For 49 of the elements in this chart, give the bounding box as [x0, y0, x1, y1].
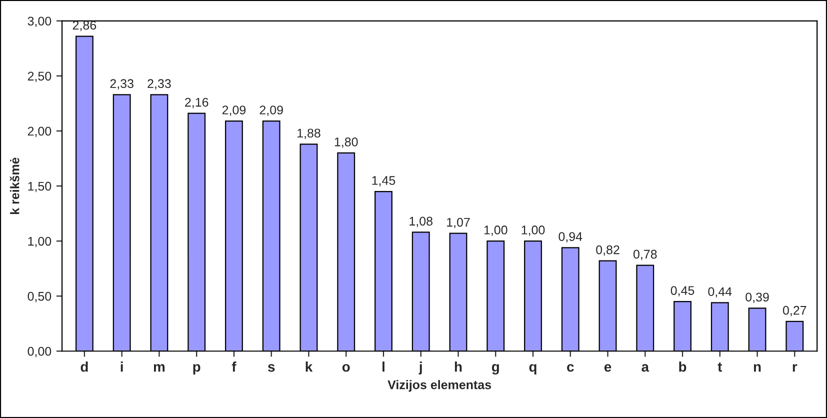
- data-label: 2,86: [72, 20, 96, 32]
- data-label: 1,00: [484, 226, 508, 236]
- x-tick-label: e: [604, 364, 612, 372]
- y-tick-label: 0,00: [28, 346, 52, 358]
- data-label: 2,09: [260, 106, 283, 116]
- y-tick-label: 1,50: [28, 182, 52, 192]
- data-label: 0,78: [633, 250, 657, 260]
- data-label: 0,44: [708, 287, 732, 298]
- data-label: 0,39: [746, 292, 769, 304]
- x-tick-label: d: [80, 362, 88, 372]
- y-tick-label: 3,00: [28, 16, 52, 28]
- data-label: 0,82: [596, 245, 620, 256]
- x-tick-label: c: [567, 364, 574, 372]
- x-tick-label: t: [718, 362, 722, 372]
- x-tick-label: p: [193, 364, 200, 374]
- data-label: 1,07: [447, 218, 470, 228]
- data-label: 1,88: [298, 128, 320, 140]
- x-tick-label: s: [268, 364, 275, 372]
- data-label: 0,45: [670, 286, 694, 296]
- x-tick-label: a: [642, 364, 650, 372]
- x-tick-label: r: [792, 364, 798, 372]
- x-tick-label: h: [454, 362, 462, 372]
- x-tick-label: q: [529, 364, 536, 374]
- x-tick-label: o: [342, 364, 350, 372]
- y-tick-label: 2,50: [28, 72, 52, 82]
- data-label: 0,27: [782, 306, 806, 316]
- data-label: 2,09: [222, 106, 246, 116]
- x-tick-label: j: [418, 362, 422, 374]
- x-axis-title: Vizijos elementas: [388, 380, 492, 392]
- data-label: 1,80: [334, 138, 358, 148]
- x-tick-label: m: [154, 364, 165, 372]
- data-label: 1,08: [410, 216, 432, 228]
- x-tick-label: k: [306, 362, 313, 372]
- x-tick-label: g: [492, 364, 499, 374]
- data-label: 1,00: [522, 226, 545, 236]
- y-tick-label: 1,00: [28, 236, 52, 248]
- x-tick-label: f: [232, 362, 236, 372]
- data-label: 1,45: [372, 176, 396, 186]
- y-axis-title: k reikšmė: [10, 158, 20, 214]
- data-label: 2,33: [110, 79, 134, 90]
- data-label: 2,33: [148, 79, 171, 90]
- x-tick-label: i: [120, 362, 123, 372]
- data-label: 2,16: [185, 98, 208, 108]
- data-label: 0,94: [558, 232, 582, 242]
- x-tick-label: l: [382, 362, 384, 372]
- y-tick-label: 0,50: [28, 292, 52, 302]
- x-tick-label: b: [679, 362, 686, 372]
- x-tick-label: n: [754, 364, 761, 372]
- y-tick-label: 2,00: [28, 126, 52, 138]
